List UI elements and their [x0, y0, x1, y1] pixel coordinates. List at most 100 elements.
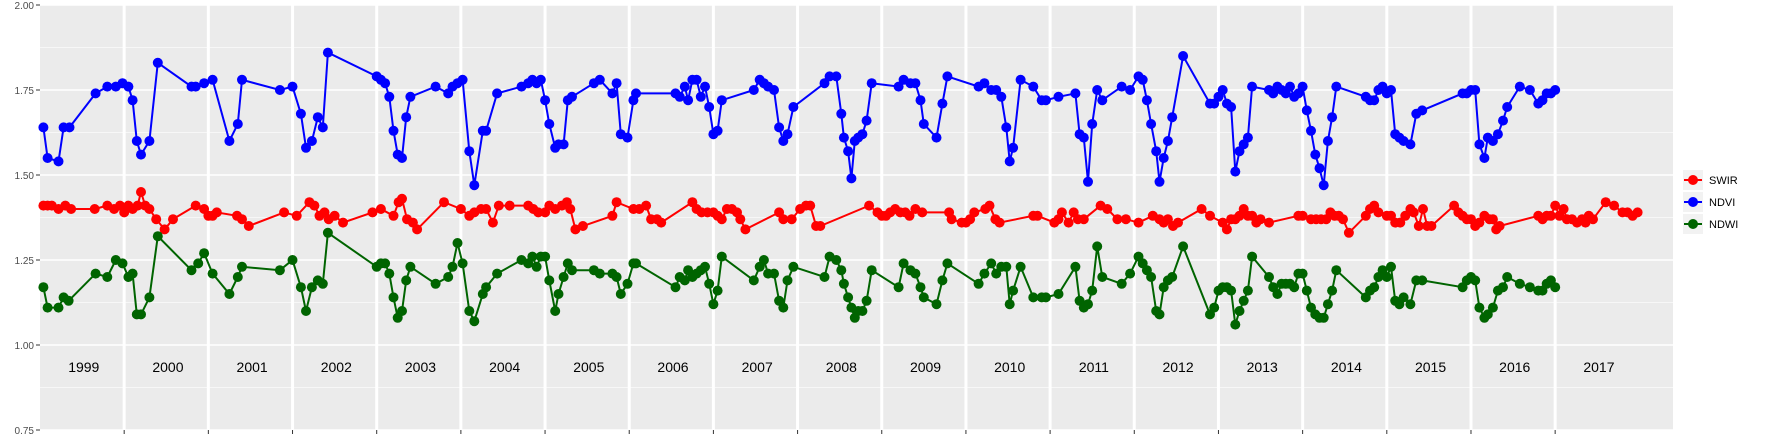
data-point [704, 278, 715, 289]
legend-item: NDWI [1683, 214, 1738, 234]
data-point [317, 278, 328, 289]
data-point [1116, 81, 1127, 92]
data-point [531, 261, 542, 272]
data-point [1078, 214, 1089, 225]
data-point [819, 78, 830, 89]
data-point [388, 210, 399, 221]
data-point [1209, 302, 1220, 313]
data-point [740, 224, 751, 235]
data-point [641, 200, 652, 211]
data-point [89, 204, 100, 214]
data-point [1306, 125, 1316, 136]
data-point [748, 85, 759, 95]
data-point [401, 112, 412, 123]
data-point [152, 57, 163, 68]
y-tick-label: 1.75 [15, 86, 35, 97]
data-point [207, 74, 218, 85]
series-ndvi [38, 47, 1561, 191]
data-point [405, 91, 416, 102]
data-point [931, 132, 942, 143]
data-point [388, 125, 399, 136]
data-point [492, 88, 503, 99]
data-point [1178, 51, 1189, 61]
data-point [1487, 302, 1498, 313]
data-point [805, 200, 816, 211]
y-tick-label: 2.00 [15, 1, 35, 12]
data-point [136, 149, 146, 160]
data-point [1056, 207, 1067, 218]
data-point [306, 282, 317, 293]
data-point [1255, 214, 1266, 225]
data-point [1015, 261, 1026, 272]
data-point [1125, 85, 1136, 95]
data-point [481, 204, 492, 214]
data-point [788, 261, 799, 272]
data-point [942, 258, 953, 269]
data-point [611, 78, 622, 89]
legend-label: SWIR [1709, 175, 1738, 187]
data-point [63, 295, 74, 306]
data-point [1272, 289, 1283, 299]
data-point [1230, 319, 1241, 330]
year-label: 2017 [1583, 359, 1614, 375]
data-point [1400, 210, 1411, 221]
data-point [1120, 214, 1131, 225]
data-point [1492, 129, 1503, 140]
data-point [1322, 136, 1333, 146]
data-point [700, 261, 710, 272]
data-point [190, 200, 201, 211]
data-point [1314, 163, 1325, 174]
data-point [1426, 221, 1437, 231]
data-point [1487, 214, 1498, 225]
data-point [836, 108, 847, 119]
data-point [778, 302, 789, 313]
data-point [237, 261, 247, 272]
data-point [1162, 136, 1173, 146]
data-point [1632, 207, 1643, 218]
data-point [622, 278, 633, 289]
data-point [695, 91, 706, 102]
data-point [38, 122, 49, 133]
data-point [481, 125, 492, 136]
data-point [631, 258, 641, 269]
data-point [1070, 261, 1081, 272]
data-point [1545, 210, 1556, 221]
data-point [1247, 251, 1258, 262]
data-point [1470, 275, 1481, 286]
data-point [700, 81, 710, 92]
data-point [1154, 309, 1165, 320]
data-point [397, 193, 407, 204]
data-point [611, 197, 622, 208]
data-point [1479, 153, 1490, 163]
data-point [1083, 299, 1093, 310]
series-line [42, 231, 1557, 325]
data-point [53, 302, 64, 313]
data-point [1398, 292, 1409, 303]
data-point [384, 268, 395, 279]
data-point [492, 268, 503, 279]
data-point [544, 275, 555, 286]
data-point [838, 132, 849, 143]
data-point [1001, 122, 1012, 133]
data-point [716, 95, 727, 106]
data-point [309, 200, 320, 211]
data-point [1196, 204, 1207, 214]
data-point [1301, 105, 1312, 116]
data-point [1230, 166, 1241, 177]
data-point [1247, 81, 1258, 92]
data-point [469, 180, 480, 191]
data-point [1083, 176, 1093, 187]
data-point [540, 251, 551, 262]
data-point [329, 210, 340, 221]
data-point [1092, 241, 1103, 252]
data-point [42, 153, 53, 163]
data-point [127, 268, 138, 279]
legend-item: SWIR [1683, 170, 1738, 190]
data-point [679, 81, 690, 92]
data-point [338, 217, 348, 228]
data-point [774, 122, 785, 133]
year-label: 2011 [1079, 359, 1109, 375]
data-point [716, 251, 727, 262]
year-label: 2002 [321, 359, 352, 375]
data-point [861, 295, 872, 306]
